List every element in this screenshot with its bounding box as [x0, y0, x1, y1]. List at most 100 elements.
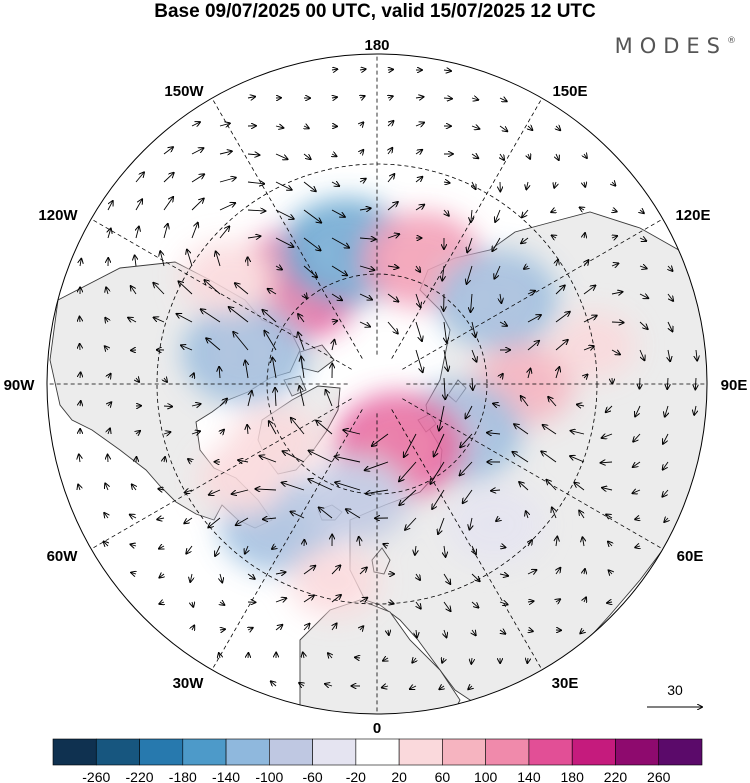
wind-arrow [635, 518, 640, 519]
wind-arrow [191, 431, 200, 434]
wind-arrow [160, 251, 165, 267]
wind-arrow [219, 226, 229, 239]
wind-arrow [471, 573, 480, 581]
colorbar-swatch [658, 738, 703, 766]
wind-arrow [191, 404, 201, 406]
wind-arrow [696, 349, 697, 361]
wind-arrow [382, 686, 389, 688]
wind-arrow [186, 545, 193, 554]
wind-arrow [463, 489, 473, 503]
wind-arrow [331, 182, 339, 186]
wind-arrow [271, 681, 276, 686]
wind-arrow [219, 367, 220, 379]
wind-arrow [552, 507, 556, 519]
wind-arrow [527, 341, 539, 351]
wind-arrow [521, 396, 529, 407]
wind-arrow [332, 623, 337, 631]
wind-arrow [206, 338, 221, 351]
wind-arrow [388, 96, 393, 98]
wind-arrow [527, 570, 536, 574]
wind-arrow [332, 321, 337, 322]
wind-arrow [360, 96, 365, 98]
wind-arrow [79, 454, 80, 463]
wind-arrow [282, 483, 305, 491]
colorbar-tick-label: 260 [647, 769, 671, 783]
colorbar-tick-label: 100 [474, 769, 498, 783]
colorbar-tick-label: 140 [517, 769, 541, 783]
wind-arrow [264, 331, 277, 351]
wind-arrow [584, 374, 588, 378]
wind-arrow [399, 461, 417, 481]
wind-arrow [442, 658, 444, 663]
wind-arrow [191, 174, 204, 183]
wind-arrow [639, 321, 648, 329]
lon-label-120w: 120W [38, 207, 78, 224]
colorbar: -260 -220 -180 -140 -100 -60 -20 20 60 100 140 180 2… [52, 738, 703, 783]
wind-arrow [543, 425, 557, 435]
colorbar-swatch [442, 738, 486, 766]
wind-arrow [247, 182, 264, 184]
wind-arrow [667, 293, 673, 301]
wind-arrow [528, 369, 530, 379]
wind-arrow [154, 317, 165, 323]
anomaly-peak [227, 338, 263, 369]
wind-arrow [80, 401, 81, 406]
colorbar-tick-label: 220 [604, 769, 628, 783]
wind-arrow [245, 361, 248, 379]
wind-arrow [528, 126, 532, 130]
wind-arrow [415, 321, 422, 341]
wind-arrow [416, 265, 420, 272]
wind-arrow [215, 545, 221, 556]
wind-arrow [248, 628, 253, 630]
wind-arrow [319, 507, 333, 519]
wind-arrow [298, 332, 305, 351]
wind-arrow [388, 69, 393, 70]
wind-arrow [410, 686, 417, 689]
wind-arrow [326, 390, 333, 407]
wind-arrow [519, 482, 529, 491]
wind-arrow [303, 181, 316, 191]
wind-arrow [471, 98, 478, 100]
wind-arrow [460, 433, 473, 447]
wind-arrow [584, 182, 585, 187]
wind-arrow [346, 509, 361, 519]
wind-arrow [405, 517, 417, 530]
wind-arrow [275, 209, 294, 219]
wind-arrow [303, 595, 314, 603]
wind-arrow [694, 405, 696, 415]
wind-arrow [442, 265, 444, 281]
anomaly-region [180, 241, 273, 316]
colorbar-tick-label: -100 [255, 769, 283, 783]
wind-arrow [583, 286, 595, 295]
lon-label-120e: 120E [675, 207, 710, 224]
wind-arrow [528, 630, 533, 631]
wind-arrow [512, 452, 529, 463]
wind-arrow [216, 251, 221, 267]
wind-arrow [466, 405, 473, 418]
wind-arrow [527, 291, 535, 294]
wind-arrow [303, 209, 321, 223]
wind-arrow [359, 321, 370, 327]
wind-arrow [303, 265, 317, 277]
wind-arrow [500, 153, 504, 160]
wind-arrow [247, 97, 255, 98]
wind-arrow [663, 433, 669, 444]
meridian-line [211, 98, 363, 359]
colorbar-swatch [139, 738, 184, 766]
colorbar-tick-label: -260 [82, 769, 110, 783]
wind-arrow [187, 250, 193, 267]
wind-arrow [275, 153, 288, 159]
map-disc [47, 54, 707, 714]
wind-arrow [309, 451, 333, 463]
wind-arrow [438, 517, 445, 534]
wind-arrow [415, 97, 424, 98]
wind-arrow [487, 433, 501, 434]
wind-arrow [551, 210, 556, 212]
wind-arrow [269, 421, 277, 435]
wind-arrow [491, 490, 501, 491]
wind-arrow [192, 373, 194, 378]
wind-arrow [191, 199, 204, 211]
anomaly-region [289, 545, 381, 618]
wind-arrow [601, 462, 613, 463]
wind-arrow [135, 172, 144, 183]
